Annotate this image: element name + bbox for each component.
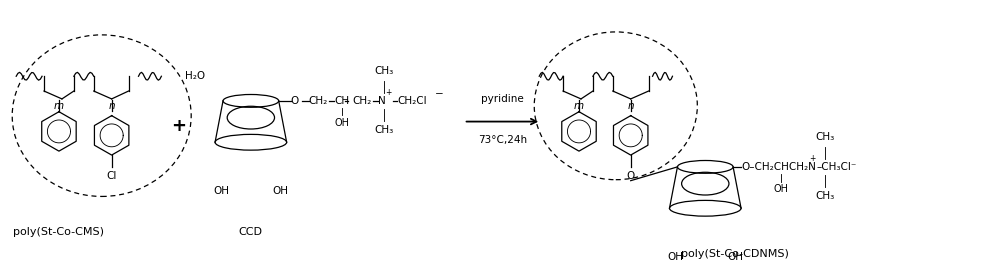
Text: OH: OH [335,117,350,128]
Text: OH: OH [773,183,788,194]
Text: pyridine: pyridine [481,94,524,104]
Text: +: + [171,116,186,135]
Text: CH₃: CH₃ [815,132,834,142]
Text: n: n [627,101,634,111]
Text: Cl: Cl [106,171,117,181]
Text: CH₂Cl: CH₂Cl [397,96,427,106]
Text: CH₃: CH₃ [815,191,834,201]
Text: –CH₃Cl⁻: –CH₃Cl⁻ [817,162,857,172]
Text: CH₃: CH₃ [374,66,394,76]
Text: CH₂: CH₂ [309,96,328,106]
Text: n: n [108,101,115,111]
Text: H₂O: H₂O [185,71,205,81]
Text: CH₃: CH₃ [374,125,394,135]
Text: +: + [810,154,816,163]
Text: N: N [378,96,386,106]
Text: O: O [627,171,635,181]
Text: m: m [574,101,584,111]
Text: OH: OH [273,186,289,196]
Text: O–CH₂CHCH₂N: O–CH₂CHCH₂N [741,162,816,172]
Text: CCD: CCD [239,227,263,237]
Text: 73°C,24h: 73°C,24h [478,135,527,145]
Text: −: − [435,89,444,99]
Text: +: + [385,88,391,97]
Text: poly(St-Co-CMS): poly(St-Co-CMS) [13,227,104,237]
Text: CH: CH [334,96,350,106]
Text: OH: OH [667,252,683,262]
Text: O: O [291,96,299,106]
Text: m: m [54,101,64,111]
Text: CH₂: CH₂ [352,96,372,106]
Text: OH: OH [727,252,743,262]
Text: OH: OH [213,186,229,196]
Text: poly(St-Co-CDNMS): poly(St-Co-CDNMS) [681,249,789,258]
